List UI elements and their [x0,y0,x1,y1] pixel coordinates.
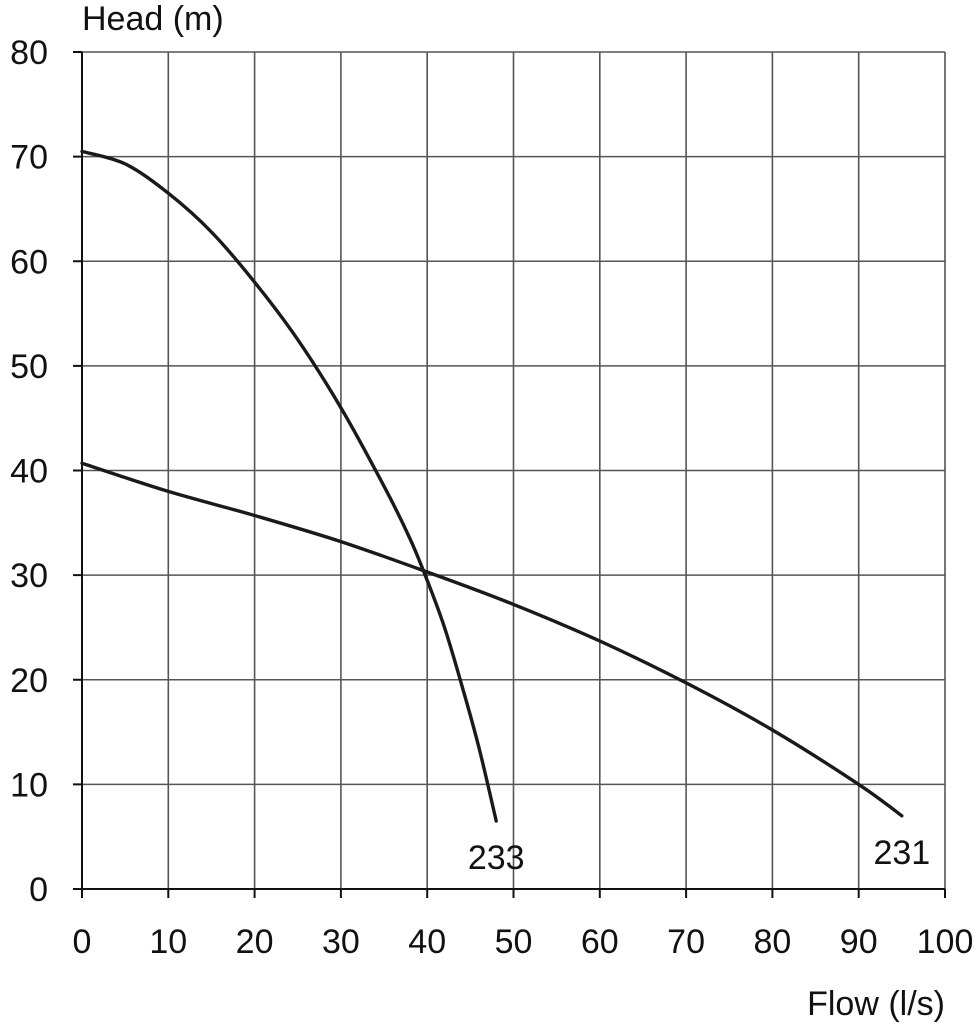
series-line-231 [80,461,904,818]
series-label-231: 231 [873,834,930,872]
series-label-233: 233 [468,839,525,877]
y-tick-label-30: 30 [10,557,48,595]
x-tick-label-80: 80 [753,923,791,961]
x-axis-title: Flow (l/s) [807,985,945,1023]
x-tick-label-90: 90 [840,923,878,961]
series-group: 233 231 [80,149,930,877]
y-tick-label-70: 70 [10,139,48,177]
x-tick-label-40: 40 [408,923,446,961]
y-tick-label-60: 60 [10,243,48,281]
x-tick-label-30: 30 [322,923,360,961]
y-axis-title: Head (m) [82,0,224,38]
y-tick-label-10: 10 [10,766,48,804]
ticks: 0 10 20 30 40 50 60 70 80 90 100 0 10 20 30 40 50 60 70 80 [10,34,973,961]
x-tick-label-70: 70 [667,923,705,961]
y-tick-label-0: 0 [29,871,48,909]
y-tick-label-20: 20 [10,662,48,700]
x-tick-label-10: 10 [149,923,187,961]
x-tick-label-20: 20 [236,923,274,961]
grid [82,51,946,889]
x-tick-label-100: 100 [917,923,974,961]
x-tick-label-0: 0 [73,923,92,961]
y-tick-label-40: 40 [10,453,48,491]
y-tick-label-50: 50 [10,348,48,386]
x-tick-label-50: 50 [495,923,533,961]
x-tick-label-60: 60 [581,923,619,961]
y-tick-label-80: 80 [10,34,48,72]
series-line-233 [80,149,498,823]
